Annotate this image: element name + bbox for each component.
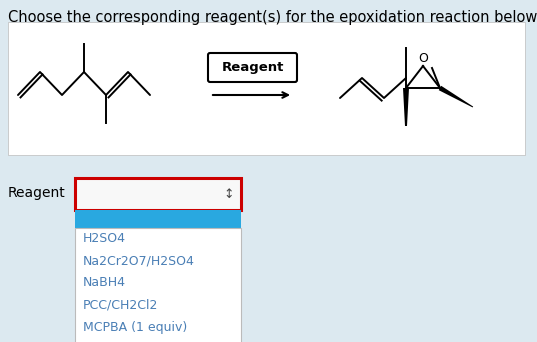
FancyBboxPatch shape [208, 53, 297, 82]
Polygon shape [403, 88, 409, 126]
Text: ↕: ↕ [224, 187, 234, 200]
Text: PCC/CH2Cl2: PCC/CH2Cl2 [83, 299, 158, 312]
FancyBboxPatch shape [75, 178, 241, 210]
Polygon shape [439, 86, 473, 107]
Text: Na2Cr2O7/H2SO4: Na2Cr2O7/H2SO4 [83, 254, 195, 267]
Text: Choose the corresponding reagent(s) for the epoxidation reaction below:: Choose the corresponding reagent(s) for … [8, 10, 537, 25]
FancyBboxPatch shape [75, 228, 241, 342]
FancyBboxPatch shape [8, 22, 525, 155]
Text: MCPBA (1 equiv): MCPBA (1 equiv) [83, 320, 187, 333]
Text: O: O [418, 52, 428, 65]
Text: Reagent: Reagent [221, 61, 284, 74]
Text: H2SO4: H2SO4 [83, 233, 126, 246]
Text: NaBH4: NaBH4 [83, 276, 126, 289]
Text: Reagent: Reagent [8, 186, 66, 200]
FancyBboxPatch shape [75, 210, 241, 228]
